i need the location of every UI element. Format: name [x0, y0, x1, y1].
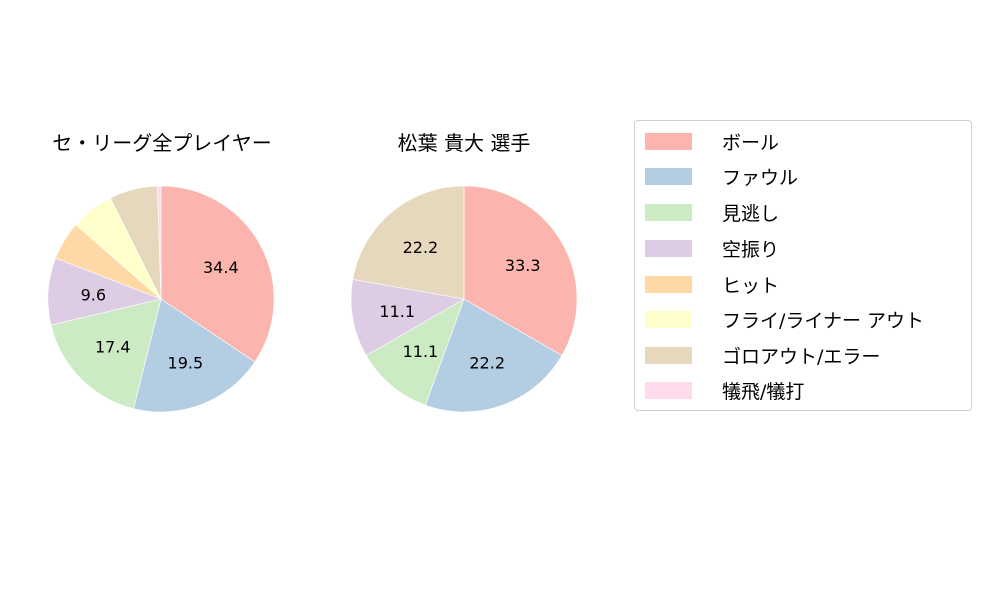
legend-swatch-groundout-error: [645, 346, 692, 364]
pie-chart-player: 33.3 22.2 11.1 11.1 22.2: [350, 185, 578, 413]
legend-label: フライ/ライナー アウト: [722, 309, 925, 332]
legend-item-ball: ボール: [645, 129, 780, 154]
pie-wedge-label: 19.5: [168, 353, 204, 372]
pie-wedge: [424, 298, 563, 413]
pie-wedge: [463, 185, 578, 356]
pie-wedge-label: 9.6: [81, 285, 106, 304]
legend-swatch-swinging-strike: [645, 239, 692, 257]
pie-wedge-label: 17.4: [95, 338, 131, 357]
pie-wedge: [157, 185, 162, 300]
pie-wedge-label: 22.2: [469, 354, 505, 373]
legend-item-fly-liner-out: フライ/ライナー アウト: [645, 307, 925, 332]
legend-label: 見逃し: [722, 202, 780, 225]
legend-label: ヒット: [722, 274, 780, 297]
pie-wedge: [350, 279, 465, 356]
pie-wedge: [160, 185, 275, 363]
legend-swatch-called-strike: [645, 203, 692, 221]
pie-wedge: [365, 298, 465, 406]
legend-item-groundout-error: ゴロアウト/エラー: [645, 343, 881, 368]
pie-wedge-label: 22.2: [403, 238, 439, 257]
legend: ボール ファウル 見逃し 空振り ヒット フライ/ライナー アウト ゴロアウト/…: [634, 120, 972, 411]
pie-wedge: [352, 185, 465, 300]
pie-wedge: [50, 298, 162, 409]
legend-label: 犠飛/犠打: [722, 380, 805, 403]
pie-wedge-label: 11.1: [379, 302, 415, 321]
chart-title-league: セ・リーグ全プレイヤー: [52, 131, 272, 155]
legend-item-called-strike: 見逃し: [645, 200, 780, 225]
legend-swatch-foul: [645, 167, 692, 185]
pie-wedge-label: 34.4: [203, 258, 239, 277]
pie-wedge: [133, 298, 256, 413]
legend-label: ボール: [722, 131, 780, 154]
legend-swatch-hit: [645, 275, 692, 293]
legend-label: 空振り: [722, 238, 780, 261]
legend-swatch-ball: [645, 132, 692, 150]
pie-wedge-label: 11.1: [403, 342, 439, 361]
chart-title-player: 松葉 貴大 選手: [397, 131, 531, 155]
legend-item-sacrifice: 犠飛/犠打: [645, 378, 805, 403]
legend-label: ゴロアウト/エラー: [722, 345, 881, 368]
pie-chart-league: 34.4 19.5 17.4 9.6: [47, 185, 275, 413]
legend-swatch-sacrifice: [645, 381, 692, 399]
legend-item-hit: ヒット: [645, 272, 780, 297]
legend-label: ファウル: [722, 166, 799, 189]
pie-wedge-label: 33.3: [505, 256, 541, 275]
legend-swatch-fly-liner-out: [645, 310, 692, 328]
legend-item-swinging-strike: 空振り: [645, 236, 780, 261]
legend-item-foul: ファウル: [645, 164, 799, 189]
